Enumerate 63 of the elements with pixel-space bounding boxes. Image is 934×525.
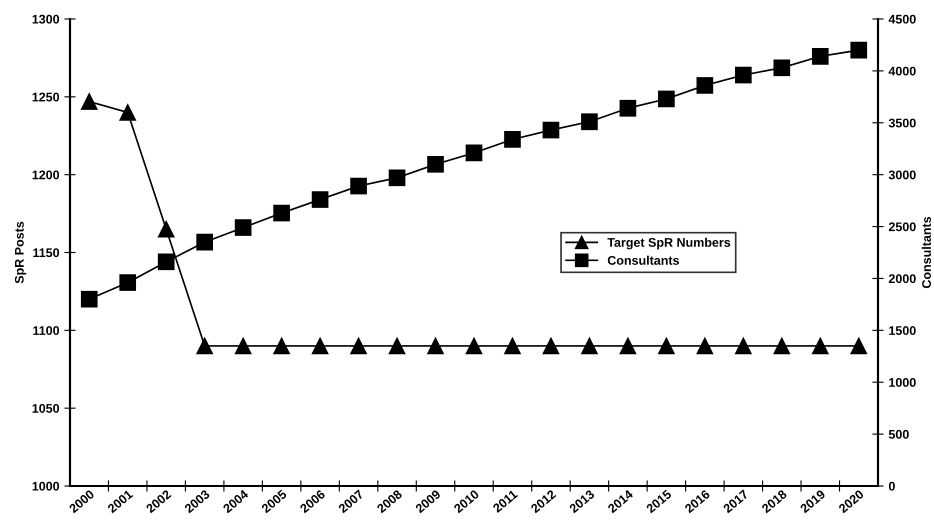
y-tick-label: 1000 [32,482,60,491]
point [350,178,367,194]
y2-tick-label: 3000 [888,170,916,180]
point [620,100,636,117]
point [80,93,98,110]
point [620,338,636,354]
y2-tick-label: 2500 [888,222,916,232]
point [196,338,213,354]
y-axis-title: SpR Posts [14,222,26,284]
legend-label: Consultants [608,256,680,265]
point [581,338,598,354]
point [273,338,290,354]
y-tick-label: 1200 [32,170,60,180]
point [735,66,752,84]
point [80,290,98,308]
y2-tick-label: 1500 [889,326,916,335]
y2-tick-label: 1000 [889,378,916,387]
point [696,77,714,94]
y-tick-label: 1250 [32,92,60,102]
point [658,90,675,108]
y2-tick-label: 500 [888,430,909,439]
point [773,59,790,76]
point [273,204,290,222]
point [581,113,598,130]
point [388,169,406,186]
y2-tick-label: 4000 [888,66,916,76]
point [196,234,213,250]
point [312,338,328,354]
point [234,219,252,236]
point [427,156,444,173]
point [312,191,328,208]
point [427,338,444,354]
legend-label: Target SpR Numbers [607,238,730,250]
y2-tick-label: 2000 [888,274,916,284]
y-tick-label: 1300 [32,14,60,24]
point [234,338,252,354]
y2-axis-title: Consultants [922,216,931,288]
point [158,220,175,238]
y-tick-label: 1050 [32,404,60,413]
point [388,338,406,354]
point [812,338,829,354]
point [466,144,482,162]
point [658,338,675,354]
point [350,338,367,354]
point [158,254,175,270]
y-tick-label: 1150 [33,248,60,258]
point [735,338,752,354]
point [504,338,521,354]
point [812,48,829,65]
point [696,338,714,354]
point [466,338,482,354]
point [542,122,560,138]
point [119,104,136,121]
y2-tick-label: 0 [888,482,895,491]
point [542,338,560,354]
point [850,338,868,354]
point [504,131,521,148]
y-tick-label: 1100 [33,326,60,335]
point [850,42,868,58]
y2-tick-label: 3500 [888,118,916,128]
point [773,338,790,354]
point [119,274,136,291]
y2-tick-label: 4500 [888,14,916,24]
